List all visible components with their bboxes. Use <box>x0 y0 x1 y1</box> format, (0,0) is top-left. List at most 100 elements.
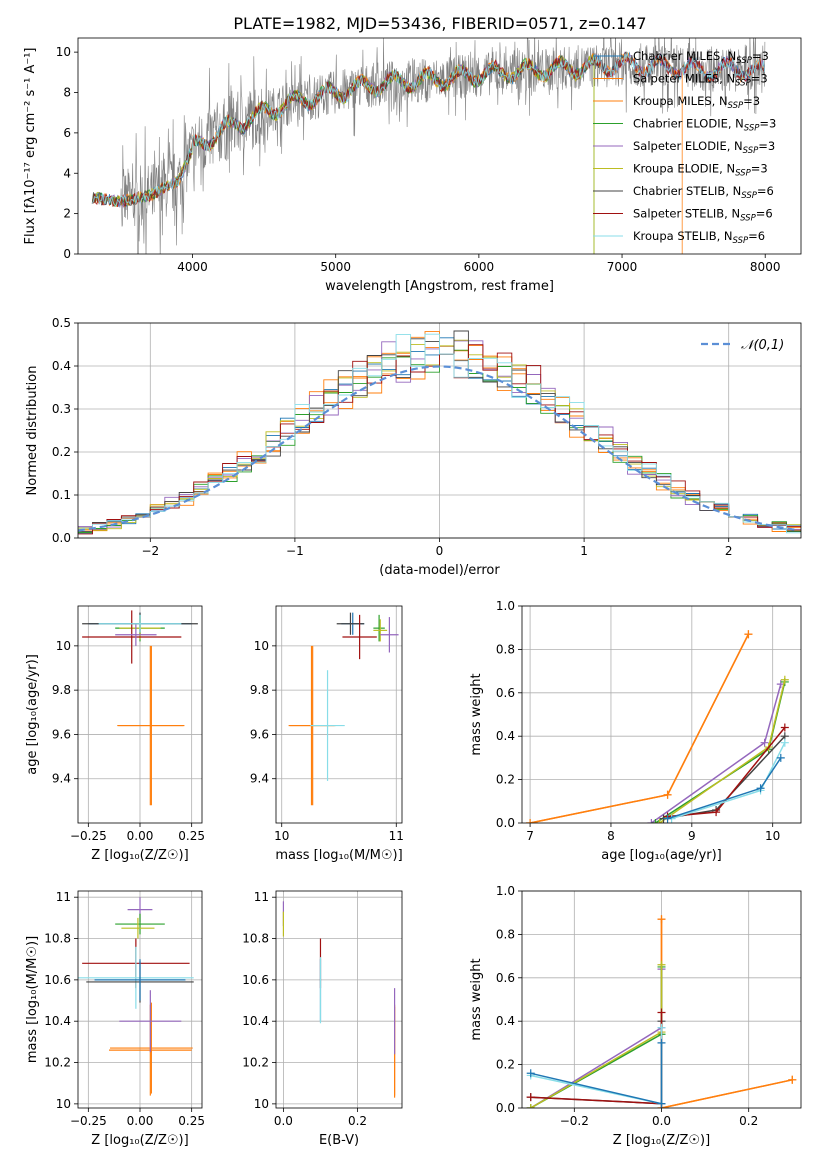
error-bar-point <box>121 917 155 939</box>
x-tick-label: 9 <box>688 829 696 843</box>
y-tick-label: 0.6 <box>496 686 515 700</box>
y-tick-label: 1.0 <box>496 884 515 898</box>
y-tick-label: 1.0 <box>496 599 515 613</box>
y-tick-label: 10 <box>56 1097 71 1111</box>
x-tick-label: −2 <box>141 544 159 558</box>
x-tick-label: 10 <box>274 829 289 843</box>
weight-marker <box>657 1038 666 1047</box>
error-bar-point <box>110 1002 193 1094</box>
y-tick-label: 0.2 <box>496 1058 515 1072</box>
x-tick-label: 0.2 <box>348 1114 367 1128</box>
axes-frame <box>77 605 203 824</box>
legend-label: Kroupa STELIB, NSSP=6 <box>633 229 765 246</box>
panel-weight_vs_Z: −0.2 0.0 0.2 0.0 0.2 0.4 0.6 0.8 1.0 Z [log₁₀(Z/Z… <box>469 884 802 1148</box>
y-axis-label: Normed distribution <box>25 366 40 496</box>
error-bar-point <box>115 913 165 935</box>
weight-marker <box>647 819 656 823</box>
legend-label: 𝒩(0,1) <box>741 338 784 353</box>
plot-area <box>526 630 789 823</box>
weight-series-line <box>530 964 663 1108</box>
axis-ticks: 4000 5000 6000 7000 8000 0 2 4 6 8 10 <box>56 45 781 274</box>
x-tick-label: 8 <box>607 829 615 843</box>
axes-frame <box>275 890 403 1109</box>
x-tick-label: −1 <box>286 544 304 558</box>
y-axis-label: mass weight <box>469 673 484 755</box>
legend-label: Chabrier STELIB, NSSP=6 <box>633 184 774 201</box>
x-tick-label: 0.2 <box>739 1114 758 1128</box>
y-tick-label: 0.2 <box>496 773 515 787</box>
x-tick-label: 0.25 <box>178 829 205 843</box>
x-tick-label: 0.00 <box>127 1114 154 1128</box>
weight-marker <box>526 1104 535 1108</box>
x-tick-label: 5000 <box>320 260 351 274</box>
weight-marker <box>657 1008 666 1017</box>
y-axis-label: mass [log₁₀(M/M☉)] <box>25 936 40 1063</box>
x-tick-label: 1 <box>580 544 588 558</box>
x-axis-label: (data-model)/error <box>379 563 500 578</box>
y-tick-label: 11 <box>56 890 71 904</box>
weight-marker <box>780 675 789 684</box>
histogram-step-8 <box>78 333 801 534</box>
weight-marker <box>657 915 666 924</box>
weight-marker <box>756 784 765 793</box>
y-tick-label: 0.0 <box>52 531 71 545</box>
y-tick-label: 6 <box>63 126 71 140</box>
y-axis-label: mass weight <box>469 958 484 1040</box>
plot-area <box>82 610 198 806</box>
weight-marker <box>744 630 753 639</box>
weight-marker <box>526 819 535 823</box>
axis-ticks: 0.0 0.2 10 10.2 10.4 10.6 10.8 11 <box>242 890 367 1128</box>
weight-marker <box>760 738 769 747</box>
y-axis-label: Flux [fλ10⁻¹⁷ erg cm⁻² s⁻¹ A⁻¹] <box>23 48 38 245</box>
panel-mass_vs_Z: −0.25 0.00 0.25 10 10.2 10.4 10.6 10.8 11 Z [log₁… <box>25 890 205 1148</box>
weight-series-line <box>660 919 793 1108</box>
y-tick-label: 10 <box>56 45 71 59</box>
weight-marker <box>651 819 660 823</box>
x-tick-label: 6000 <box>464 260 495 274</box>
y-tick-label: 0.0 <box>496 1101 515 1115</box>
weight-marker <box>657 1023 666 1032</box>
weight-series-line <box>530 969 663 1108</box>
error-bar-point <box>310 670 345 781</box>
plot-area <box>91 38 766 254</box>
weight-marker <box>657 960 666 969</box>
weight-series-line <box>660 919 793 1108</box>
panel-residual_hist: −2 −1 0 1 2 0.0 0.1 0.2 0.3 0.4 0.5 (data-model)/er… <box>25 316 802 578</box>
y-tick-label: 0.8 <box>496 927 515 941</box>
y-tick-label: 10.6 <box>44 973 71 987</box>
y-tick-label: 10.8 <box>44 932 71 946</box>
axis-ticks: −0.25 0.00 0.25 10 10.2 10.4 10.6 10.8 11 <box>44 890 205 1128</box>
weight-series-line <box>530 967 663 1108</box>
x-tick-label: 4000 <box>177 260 208 274</box>
legend-label: Salpeter MILES, NSSP=3 <box>633 72 768 89</box>
model-spectrum-line-5 <box>91 54 595 254</box>
weight-marker <box>712 808 721 817</box>
y-tick-label: 10.4 <box>44 1014 71 1028</box>
axes-frame <box>77 37 802 255</box>
x-tick-label: 8000 <box>750 260 781 274</box>
y-tick-label: 10.8 <box>242 932 269 946</box>
y-tick-label: 0.3 <box>52 402 71 416</box>
axis-ticks: 7 8 9 10 0.0 0.2 0.4 0.6 0.8 1.0 <box>496 599 780 843</box>
y-tick-label: 0.4 <box>496 729 515 743</box>
y-tick-label: 0 <box>63 247 71 261</box>
legend-label: Chabrier MILES, NSSP=3 <box>633 49 769 66</box>
error-bar-point <box>98 614 182 633</box>
weight-series-line <box>530 1042 663 1105</box>
axes-frame <box>521 890 802 1109</box>
weight-series-line <box>529 633 750 823</box>
weight-marker <box>776 753 785 762</box>
x-tick-label: 0 <box>436 544 444 558</box>
histogram-step-7 <box>78 344 801 535</box>
axes-frame <box>521 605 802 824</box>
axes-frame <box>77 322 802 539</box>
y-tick-label: 0.4 <box>496 1014 515 1028</box>
legend: Chabrier MILES, NSSP=3 Salpeter MILES, NS… <box>593 49 776 246</box>
x-tick-label: 2 <box>725 544 733 558</box>
axes-frame <box>275 605 403 824</box>
y-tick-label: 2 <box>63 207 71 221</box>
panel-age_vs_mass: 10 11 9.4 9.6 9.8 10 mass [log₁₀(M/M☉)] <box>250 605 404 863</box>
x-axis-label: Z [log₁₀(Z/Z☉)] <box>91 1133 188 1148</box>
x-tick-label: 0.0 <box>652 1114 671 1128</box>
